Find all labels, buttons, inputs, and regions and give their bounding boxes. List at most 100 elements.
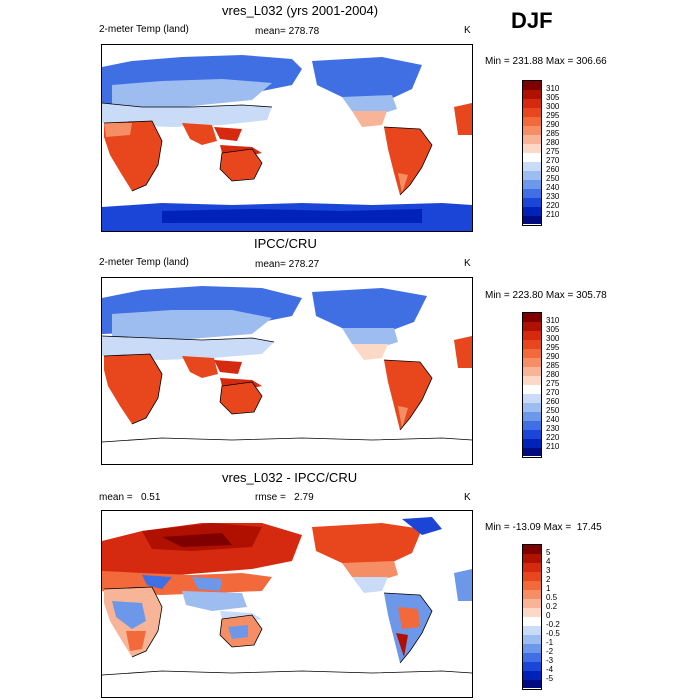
panel-2-units-label: K [464, 258, 471, 269]
colorbar-swatch [523, 90, 541, 99]
colorbar-label: 290 [546, 120, 560, 129]
colorbar-label: -0.2 [546, 620, 560, 629]
colorbar-label: 1 [546, 584, 551, 593]
colorbar-swatch [523, 376, 541, 385]
colorbar-swatch [523, 385, 541, 394]
panel-2-temperature-field [102, 286, 472, 443]
colorbar-label: 280 [546, 370, 560, 379]
panel-3-units-label: K [464, 492, 471, 503]
colorbar-label: 5 [546, 548, 551, 557]
colorbar-label: -4 [546, 665, 554, 674]
colorbar-label: 2 [546, 575, 551, 584]
colorbar-label: 210 [546, 210, 560, 219]
colorbar-swatch [523, 563, 541, 572]
colorbar-swatch [523, 680, 541, 688]
panel-2-variable-label: 2-meter Temp (land) [99, 257, 189, 268]
colorbar-swatch [523, 189, 541, 198]
colorbar-label: 300 [546, 334, 560, 343]
panel-1-colorbar [522, 80, 542, 226]
colorbar-swatch [523, 198, 541, 207]
panel-1-temperature-field [102, 55, 472, 231]
colorbar-label: 305 [546, 93, 560, 102]
colorbar-swatch [523, 412, 541, 421]
colorbar-swatch [523, 108, 541, 117]
panel-1-minmax: Min = 231.88 Max = 306.66 [485, 56, 607, 67]
colorbar-label: 305 [546, 325, 560, 334]
colorbar-swatch [523, 572, 541, 581]
colorbar-label: 270 [546, 388, 560, 397]
season-label: DJF [511, 8, 553, 33]
colorbar-swatch [523, 340, 541, 349]
colorbar-swatch [523, 394, 541, 403]
colorbar-label: 295 [546, 343, 560, 352]
colorbar-swatch [523, 322, 541, 331]
colorbar-label: 275 [546, 379, 560, 388]
colorbar-label: 0.2 [546, 602, 558, 611]
colorbar-swatch [523, 581, 541, 590]
panel-2-colorbar [522, 312, 542, 458]
colorbar-swatch [523, 626, 541, 635]
panel-2-title: IPCC/CRU [254, 236, 317, 251]
colorbar-swatch [523, 421, 541, 430]
colorbar-swatch [523, 162, 541, 171]
panel-1-mean-label: mean= 278.78 [255, 26, 320, 37]
panel-1-units-label: K [464, 25, 471, 36]
panel-1-title: vres_L032 (yrs 2001-2004) [222, 3, 379, 18]
colorbar-swatch [523, 117, 541, 126]
colorbar-swatch [523, 313, 541, 322]
colorbar-swatch [523, 135, 541, 144]
colorbar-swatch [523, 331, 541, 340]
colorbar-swatch [523, 153, 541, 162]
panel-3-difference-field [102, 517, 472, 676]
colorbar-label: 285 [546, 361, 560, 370]
colorbar-label: 4 [546, 557, 551, 566]
colorbar-swatch [523, 644, 541, 653]
colorbar-swatch [523, 349, 541, 358]
colorbar-label: 275 [546, 147, 560, 156]
colorbar-label: 220 [546, 433, 560, 442]
panel-2-map [101, 277, 473, 465]
colorbar-label: 210 [546, 442, 560, 451]
panel-3-map [101, 510, 473, 698]
colorbar-label: 285 [546, 129, 560, 138]
colorbar-label: 260 [546, 397, 560, 406]
colorbar-swatch [523, 403, 541, 412]
panel-3-minmax: Min = -13.09 Max = 17.45 [485, 522, 602, 533]
colorbar-label: -1 [546, 638, 554, 647]
colorbar-swatch [523, 599, 541, 608]
colorbar-swatch [523, 171, 541, 180]
colorbar-label: 240 [546, 183, 560, 192]
colorbar-swatch [523, 144, 541, 153]
colorbar-label: 230 [546, 192, 560, 201]
colorbar-swatch [523, 635, 541, 644]
colorbar-label: 290 [546, 352, 560, 361]
colorbar-label: 220 [546, 201, 560, 210]
colorbar-label: 3 [546, 566, 551, 575]
colorbar-label: 0.5 [546, 593, 558, 602]
panel-3-rmse-label: rmse = 2.79 [255, 492, 314, 503]
colorbar-label: 250 [546, 174, 560, 183]
colorbar-label: 300 [546, 102, 560, 111]
colorbar-label: -0.5 [546, 629, 560, 638]
colorbar-swatch [523, 81, 541, 90]
colorbar-swatch [523, 554, 541, 563]
colorbar-swatch [523, 590, 541, 599]
colorbar-label: -3 [546, 656, 554, 665]
panel-3-mean-label: mean = 0.51 [99, 492, 161, 503]
panel-1-map [101, 44, 473, 232]
panel-3-colorbar [522, 544, 542, 690]
colorbar-swatch [523, 545, 541, 554]
colorbar-swatch [523, 430, 541, 439]
colorbar-swatch [523, 662, 541, 671]
colorbar-label: 295 [546, 111, 560, 120]
colorbar-label: 310 [546, 316, 560, 325]
colorbar-swatch [523, 180, 541, 189]
colorbar-label: 260 [546, 165, 560, 174]
colorbar-swatch [523, 367, 541, 376]
colorbar-swatch [523, 671, 541, 680]
colorbar-swatch [523, 126, 541, 135]
colorbar-label: -2 [546, 647, 554, 656]
colorbar-label: 280 [546, 138, 560, 147]
colorbar-swatch [523, 448, 541, 456]
colorbar-label: 230 [546, 424, 560, 433]
